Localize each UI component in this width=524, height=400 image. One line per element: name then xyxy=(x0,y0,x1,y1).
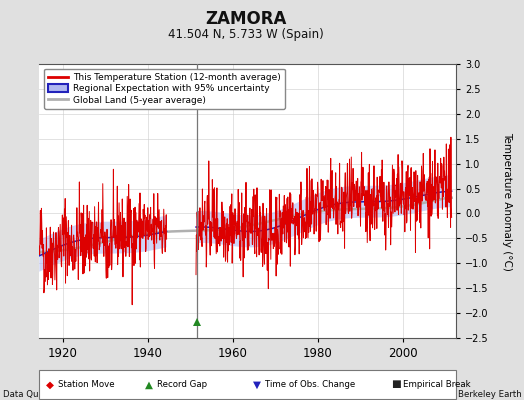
Text: ▼: ▼ xyxy=(253,379,261,390)
Y-axis label: Temperature Anomaly (°C): Temperature Anomaly (°C) xyxy=(503,132,512,270)
Text: ■: ■ xyxy=(391,379,400,390)
Legend: This Temperature Station (12-month average), Regional Expectation with 95% uncer: This Temperature Station (12-month avera… xyxy=(44,68,285,109)
Text: ◆: ◆ xyxy=(46,379,54,390)
Text: Station Move: Station Move xyxy=(58,380,114,389)
Text: Time of Obs. Change: Time of Obs. Change xyxy=(265,380,355,389)
Text: 41.504 N, 5.733 W (Spain): 41.504 N, 5.733 W (Spain) xyxy=(168,28,324,41)
Text: Berkeley Earth: Berkeley Earth xyxy=(457,390,521,399)
Text: Data Quality Controlled and Aligned at Breakpoints: Data Quality Controlled and Aligned at B… xyxy=(3,390,223,399)
Text: Empirical Break: Empirical Break xyxy=(403,380,471,389)
Text: Record Gap: Record Gap xyxy=(157,380,208,389)
Text: ▲: ▲ xyxy=(145,379,154,390)
Text: ZAMORA: ZAMORA xyxy=(205,10,287,28)
